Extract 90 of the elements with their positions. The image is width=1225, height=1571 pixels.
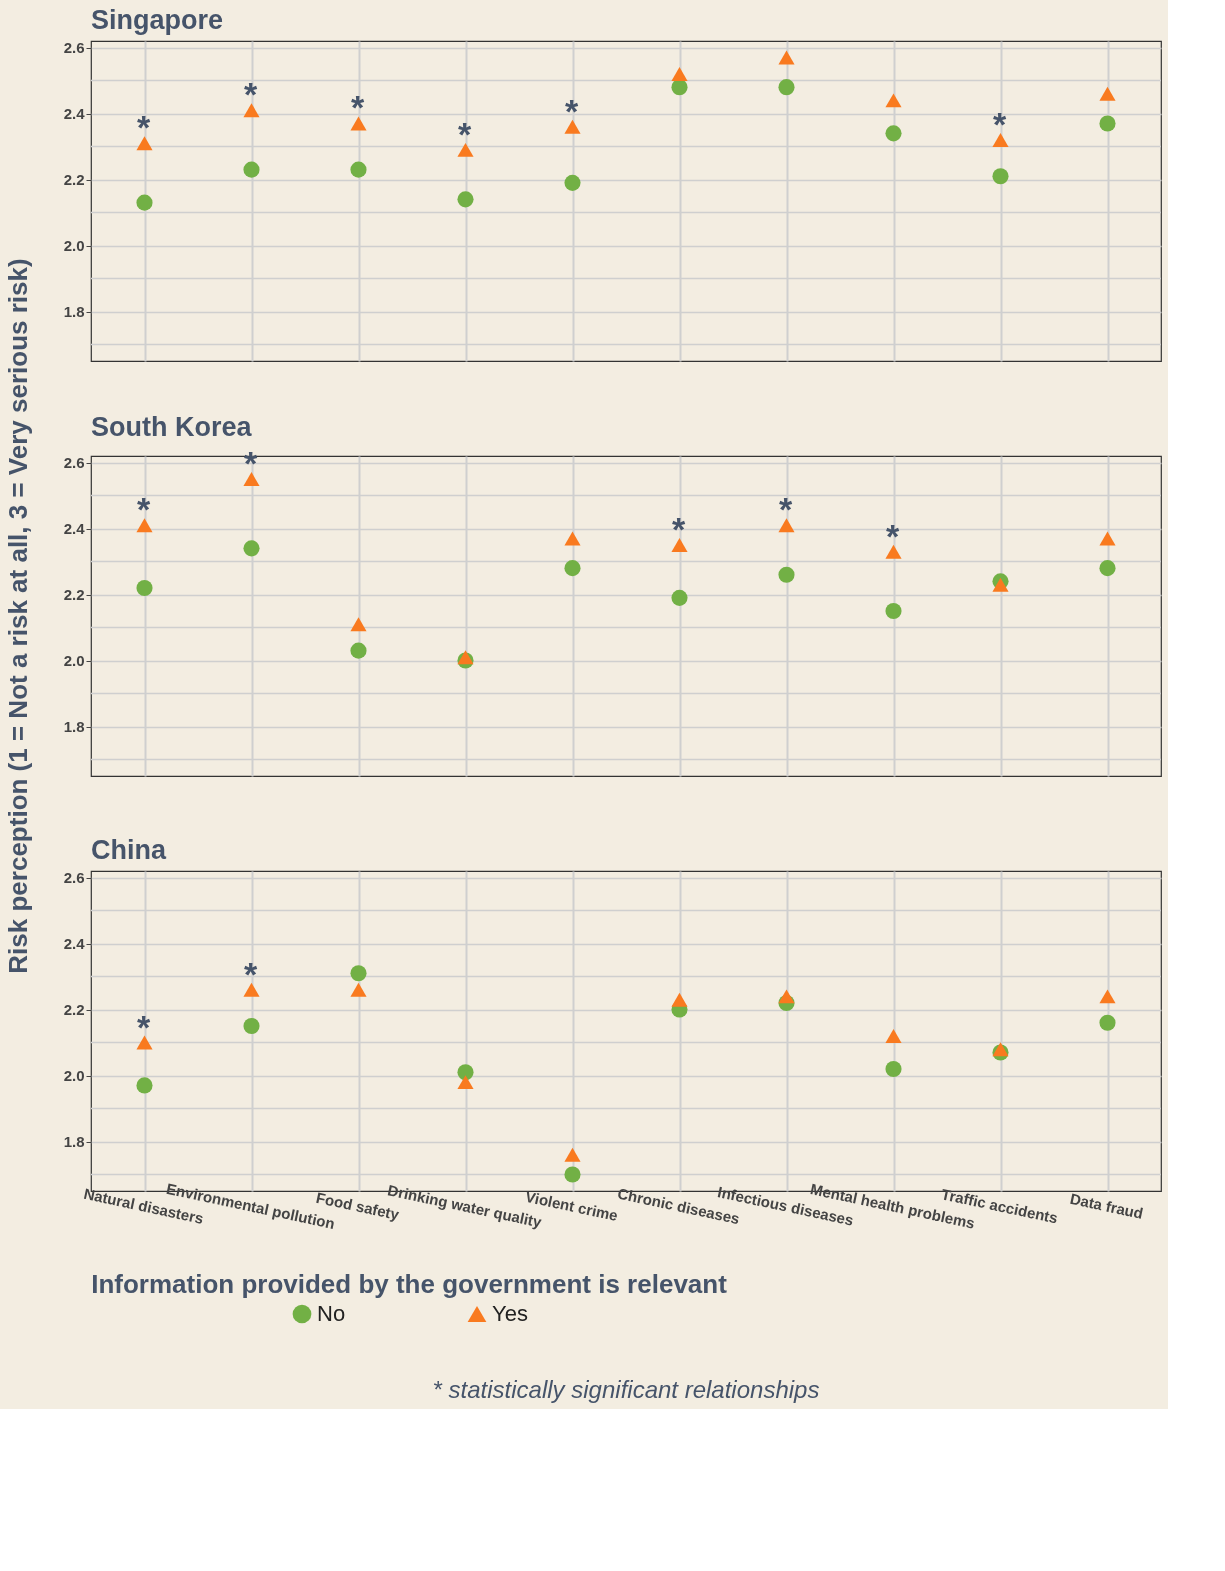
point <box>1099 1014 1116 1031</box>
y-tick-label: 2.2 <box>63 171 85 189</box>
point <box>564 560 581 577</box>
point <box>885 603 902 620</box>
point <box>350 965 367 982</box>
point <box>778 566 795 583</box>
point <box>885 125 902 142</box>
point <box>671 589 688 606</box>
point <box>457 142 474 157</box>
y-tick-label: 2.4 <box>63 520 86 538</box>
legend-label: Yes <box>492 1301 528 1326</box>
y-tick-label: 2.2 <box>63 1001 85 1019</box>
point <box>1099 115 1116 132</box>
point <box>885 1060 902 1077</box>
annotation: * <box>243 954 258 993</box>
y-tick-label: 1.8 <box>63 718 85 736</box>
point <box>992 168 1009 185</box>
point <box>136 518 153 533</box>
annotation: * <box>778 490 793 529</box>
point <box>564 1166 581 1183</box>
point <box>457 1075 474 1090</box>
point <box>671 538 688 553</box>
point <box>243 982 260 997</box>
y-tick-label: 2.2 <box>63 586 85 604</box>
annotation: * <box>992 104 1007 143</box>
point <box>136 194 153 211</box>
point <box>243 1018 260 1035</box>
annotation: * <box>671 510 686 549</box>
point <box>778 50 795 65</box>
point <box>136 1077 153 1094</box>
annotation: * <box>136 490 151 529</box>
y-tick-label: 2.4 <box>63 105 86 123</box>
annotation: * <box>350 88 365 127</box>
y-tick-label: 2.6 <box>63 454 85 472</box>
point <box>243 540 260 557</box>
point <box>457 1064 474 1081</box>
point <box>136 136 153 151</box>
point <box>992 577 1009 592</box>
point <box>671 67 688 81</box>
y-tick-label: 2.6 <box>63 869 85 887</box>
y-tick-label: 2.0 <box>63 237 85 255</box>
point <box>885 1028 902 1043</box>
text: * statistically significant relationships <box>432 1376 820 1403</box>
annotation: * <box>564 91 579 130</box>
annotation: * <box>457 114 472 153</box>
point <box>564 1147 581 1162</box>
point <box>778 989 795 1004</box>
point <box>564 174 581 191</box>
chart-title: China <box>91 834 167 865</box>
point <box>350 161 367 178</box>
annotation: * <box>885 516 900 555</box>
point <box>885 93 902 108</box>
point <box>564 531 581 546</box>
y-axis-title: Risk perception (1 = Not a risk at all, 3 = Very serious risk) <box>3 258 33 974</box>
point <box>778 79 795 96</box>
point <box>885 544 902 559</box>
point <box>457 650 474 665</box>
point <box>350 982 367 997</box>
annotation: * <box>243 75 258 114</box>
point <box>1099 560 1116 577</box>
point <box>1099 989 1116 1004</box>
point <box>350 617 367 632</box>
point <box>992 1042 1009 1057</box>
y-tick-label: 2.4 <box>63 935 86 953</box>
y-tick-label: 2.6 <box>63 39 85 57</box>
x-tick-label: Data fraud <box>1068 1189 1145 1222</box>
point <box>992 132 1009 147</box>
point <box>136 579 153 596</box>
point <box>457 191 474 208</box>
y-tick-label: 1.8 <box>63 1133 85 1151</box>
point <box>671 992 688 1007</box>
y-tick-label: 2.0 <box>63 652 85 670</box>
point <box>136 1035 153 1050</box>
annotation: * <box>136 108 151 147</box>
legend-label: No <box>317 1301 346 1326</box>
point <box>243 161 260 178</box>
annotation: * <box>136 1007 151 1046</box>
point <box>1099 531 1116 546</box>
point <box>350 116 367 131</box>
chart-title: Singapore <box>91 4 224 35</box>
y-tick-label: 1.8 <box>63 303 85 321</box>
y-tick-label: 2.0 <box>63 1067 85 1085</box>
point <box>243 103 260 118</box>
chart-title: South Korea <box>91 412 253 443</box>
point <box>1099 86 1116 101</box>
point <box>350 642 367 659</box>
point <box>564 119 581 134</box>
point <box>778 518 795 533</box>
point <box>671 79 688 96</box>
legend-title: Information provided by the government is relevant <box>91 1269 728 1299</box>
